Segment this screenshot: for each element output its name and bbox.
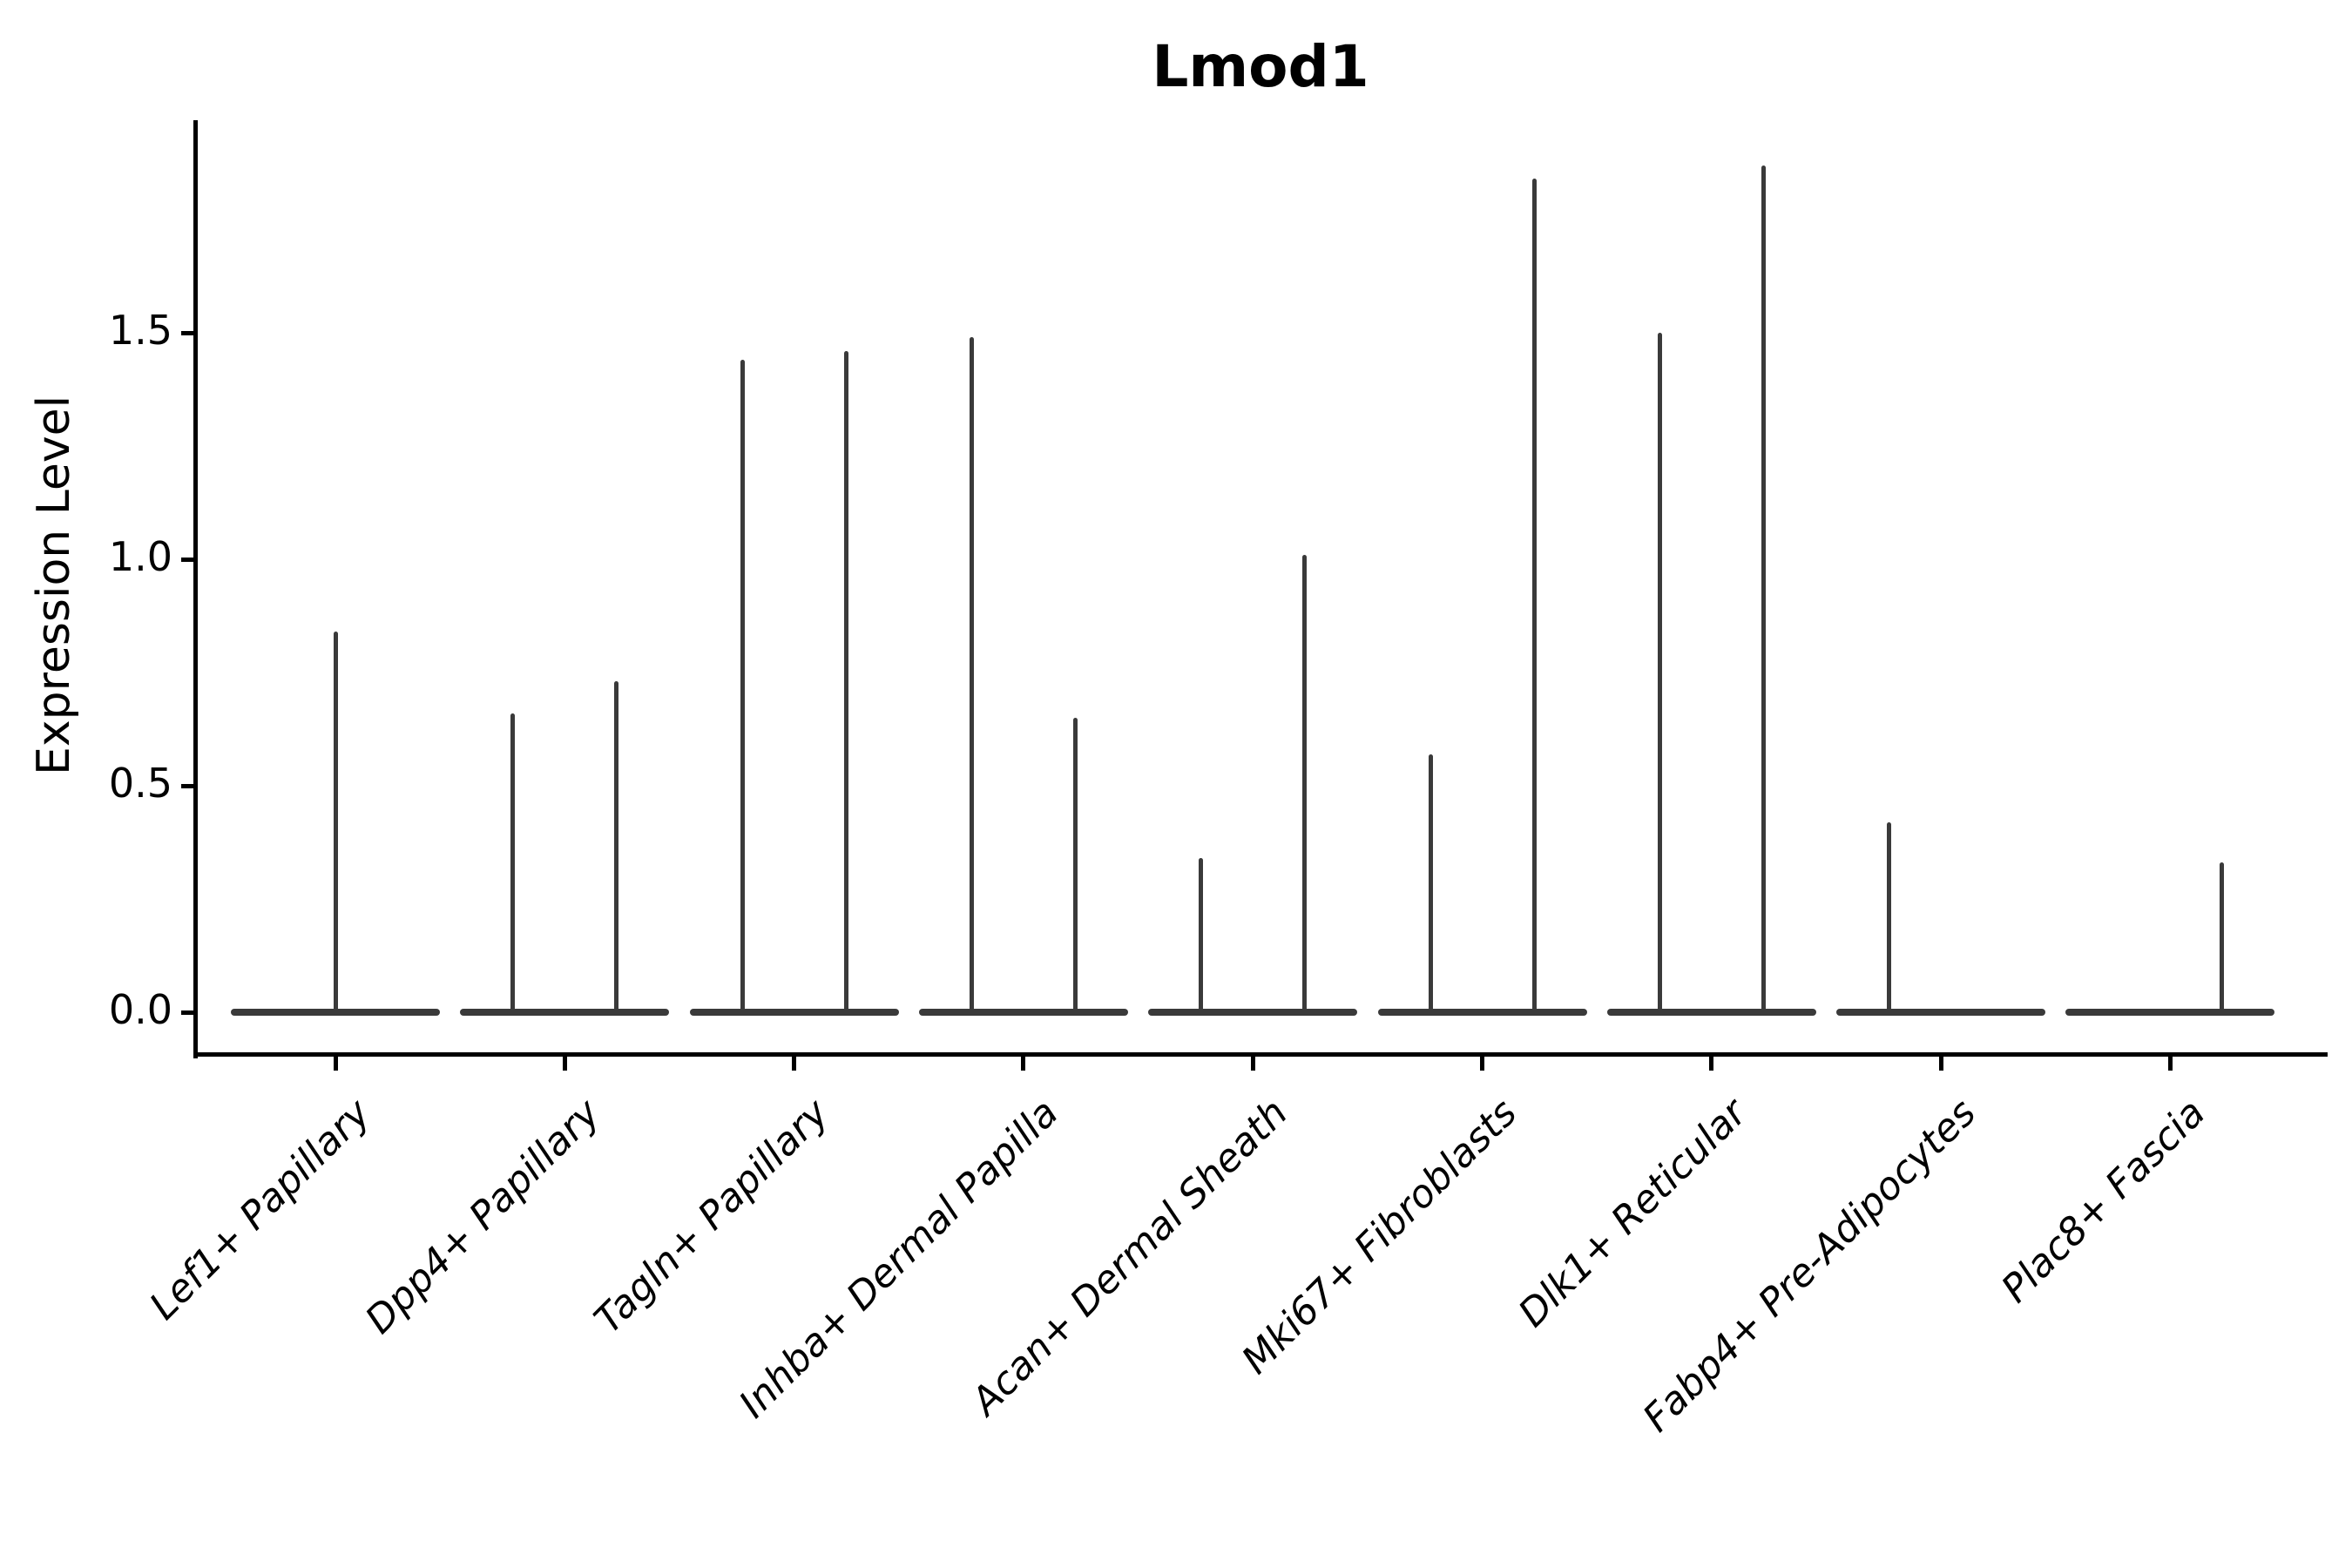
x-axis-tick xyxy=(562,1057,567,1071)
violin-baseline xyxy=(918,1009,1128,1016)
y-axis-label: Expression Level xyxy=(28,395,80,776)
x-axis-tick xyxy=(1250,1057,1255,1071)
violin-spike xyxy=(1428,754,1433,1014)
violin-baseline xyxy=(1377,1009,1587,1016)
y-axis-tick-label: 0.0 xyxy=(108,986,172,1033)
x-axis-tick xyxy=(792,1057,797,1071)
x-category-label: Lef1+ Papillary xyxy=(141,1091,380,1329)
y-axis-spine xyxy=(193,120,198,1058)
violin-spike xyxy=(1761,165,1766,1014)
violin-spike xyxy=(740,360,745,1014)
violin-spike xyxy=(1199,858,1204,1014)
x-axis-tick xyxy=(1480,1057,1484,1071)
y-axis-tick-label: 1.0 xyxy=(108,533,172,580)
violin-spike xyxy=(614,681,619,1014)
x-category-label: Dlk1+ Reticular xyxy=(1510,1091,1755,1336)
violin-spike xyxy=(1302,554,1308,1014)
x-axis-tick xyxy=(1709,1057,1714,1071)
x-axis-spine xyxy=(193,1052,2328,1057)
violin-baseline xyxy=(689,1009,899,1016)
x-axis-tick xyxy=(1938,1057,1943,1071)
x-category-label: Plac8+ Fascia xyxy=(1993,1091,2214,1312)
x-axis-tick xyxy=(333,1057,338,1071)
chart-title: Lmod1 xyxy=(1152,33,1369,100)
y-axis-tick-label: 1.5 xyxy=(108,307,172,354)
violin-baseline xyxy=(2065,1009,2275,1016)
x-axis-tick xyxy=(2167,1057,2173,1071)
y-axis-tick xyxy=(181,1010,194,1015)
violin-spike xyxy=(969,337,974,1014)
violin-spike xyxy=(1657,333,1662,1014)
violin-spike xyxy=(1887,821,1892,1014)
y-axis-tick xyxy=(181,330,194,335)
violin-spike xyxy=(1072,718,1078,1014)
x-category-label: Dpp4+ Papillary xyxy=(356,1091,609,1343)
violin-baseline xyxy=(1836,1009,2046,1016)
violin-spike xyxy=(1531,179,1537,1014)
violin-spike xyxy=(2220,862,2225,1014)
y-axis-tick-label: 0.5 xyxy=(108,760,172,807)
y-axis-tick xyxy=(181,783,194,788)
y-axis-tick xyxy=(181,557,194,562)
x-category-label: Tagln+ Papillary xyxy=(585,1091,838,1342)
violin-spike xyxy=(510,713,516,1014)
violin-baseline xyxy=(1606,1009,1816,1016)
x-axis-tick xyxy=(1021,1057,1026,1071)
violin-baseline xyxy=(1148,1009,1358,1016)
violin-baseline xyxy=(460,1009,670,1016)
violin-spike xyxy=(333,632,338,1014)
violin-spike xyxy=(843,350,848,1014)
